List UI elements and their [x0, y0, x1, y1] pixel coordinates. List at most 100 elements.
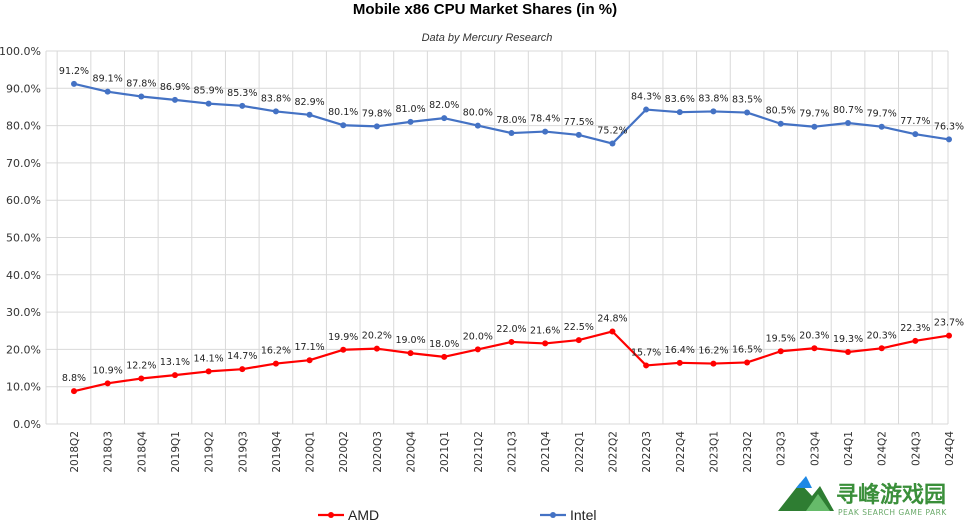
data-point-intel[interactable] — [744, 109, 751, 116]
data-point-amd[interactable] — [474, 346, 481, 353]
x-tick-label: 2022Q4 — [675, 431, 687, 473]
data-point-amd[interactable] — [373, 345, 380, 352]
data-point-intel[interactable] — [104, 88, 111, 95]
y-tick-label: 70.0% — [6, 157, 41, 170]
data-label-amd: 23.7% — [934, 318, 964, 329]
data-label-intel: 82.0% — [429, 100, 459, 111]
data-point-amd[interactable] — [239, 366, 246, 373]
data-label-amd: 16.2% — [698, 346, 728, 357]
legend-item-intel[interactable]: Intel — [540, 507, 596, 523]
legend-marker-amd — [328, 512, 334, 518]
data-point-intel[interactable] — [272, 108, 279, 115]
data-point-amd[interactable] — [272, 360, 279, 367]
y-tick-label: 10.0% — [6, 381, 41, 394]
data-point-intel[interactable] — [676, 109, 683, 116]
data-point-amd[interactable] — [306, 357, 313, 364]
data-label-amd: 12.2% — [126, 360, 156, 371]
data-label-intel: 77.7% — [900, 116, 930, 127]
data-point-intel[interactable] — [845, 119, 852, 126]
data-point-amd[interactable] — [912, 337, 919, 344]
data-label-amd: 20.3% — [799, 330, 829, 341]
legend-item-amd[interactable]: AMD — [318, 507, 379, 523]
data-point-intel[interactable] — [508, 130, 515, 137]
data-point-amd[interactable] — [777, 348, 784, 355]
data-point-amd[interactable] — [609, 328, 616, 335]
data-point-amd[interactable] — [575, 337, 582, 344]
data-point-intel[interactable] — [542, 128, 549, 135]
data-point-amd[interactable] — [340, 346, 347, 353]
data-point-intel[interactable] — [441, 115, 448, 122]
data-label-amd: 20.2% — [362, 331, 392, 342]
data-point-amd[interactable] — [407, 350, 414, 357]
data-point-amd[interactable] — [171, 372, 178, 379]
data-point-intel[interactable] — [407, 118, 414, 125]
data-point-amd[interactable] — [542, 340, 549, 347]
data-label-amd: 22.5% — [564, 322, 594, 333]
data-point-amd[interactable] — [71, 388, 77, 395]
data-label-intel: 83.8% — [698, 93, 728, 104]
data-point-intel[interactable] — [306, 111, 313, 118]
data-point-intel[interactable] — [811, 123, 818, 130]
data-point-intel[interactable] — [946, 136, 952, 143]
data-point-intel[interactable] — [912, 131, 919, 138]
data-point-intel[interactable] — [239, 102, 246, 109]
data-point-intel[interactable] — [205, 100, 212, 107]
data-point-intel[interactable] — [609, 140, 616, 147]
data-label-intel: 76.3% — [934, 121, 964, 132]
data-label-intel: 84.3% — [631, 92, 661, 103]
data-label-intel: 91.2% — [59, 66, 89, 77]
data-label-intel: 89.1% — [93, 74, 123, 85]
data-point-intel[interactable] — [340, 122, 347, 129]
gridlines — [45, 50, 949, 425]
data-point-amd[interactable] — [845, 349, 852, 356]
data-label-amd: 18.0% — [429, 339, 459, 350]
x-tick-label: 024Q4 — [944, 431, 956, 466]
data-point-amd[interactable] — [508, 338, 515, 345]
y-tick-label: 90.0% — [6, 82, 41, 95]
data-point-amd[interactable] — [744, 359, 751, 366]
data-labels: 91.2%89.1% 87.8% 86.9% 85.9% 85.3%83.8% 82.9%… — [59, 66, 964, 384]
data-point-amd[interactable] — [205, 368, 212, 375]
data-point-amd[interactable] — [643, 362, 650, 369]
data-point-intel[interactable] — [474, 122, 481, 129]
data-label-amd: 15.7% — [631, 347, 661, 358]
x-tick-label: 2023Q1 — [708, 431, 720, 473]
data-label-amd: 19.5% — [766, 333, 796, 344]
data-point-intel[interactable] — [643, 106, 650, 113]
data-point-intel[interactable] — [71, 80, 77, 87]
x-tick-label: 2018Q4 — [136, 431, 148, 473]
data-point-amd[interactable] — [878, 345, 885, 352]
data-point-amd[interactable] — [676, 359, 683, 366]
y-axis-ticks: 0.0% 10.0% 20.0% 30.0% 40.0% 50.0% 60.0% 70.0% 8… — [0, 45, 41, 431]
x-tick-label: 023Q3 — [776, 431, 788, 466]
data-label-amd: 13.1% — [160, 357, 190, 368]
data-point-amd[interactable] — [441, 353, 448, 360]
x-tick-label: 2023Q2 — [742, 431, 754, 473]
data-point-intel[interactable] — [777, 120, 784, 127]
data-label-intel: 80.1% — [328, 107, 358, 118]
data-point-intel[interactable] — [878, 123, 885, 130]
data-point-amd[interactable] — [710, 360, 717, 367]
data-point-intel[interactable] — [373, 123, 380, 130]
data-point-intel[interactable] — [171, 96, 178, 103]
data-point-amd[interactable] — [104, 380, 111, 387]
data-point-intel[interactable] — [138, 93, 145, 100]
data-point-amd[interactable] — [138, 375, 145, 382]
data-point-amd[interactable] — [946, 332, 952, 339]
data-label-amd: 22.3% — [900, 323, 930, 334]
x-axis-ticks: 2018Q2 2018Q3 2018Q4 2019Q1 2019Q2 2019Q3 2019… — [69, 431, 956, 473]
data-label-intel: 77.5% — [564, 117, 594, 128]
data-point-intel[interactable] — [710, 108, 717, 115]
x-tick-label: 024Q3 — [910, 431, 922, 466]
chart-subtitle: Data by Mercury Research — [422, 32, 553, 44]
data-point-intel[interactable] — [575, 131, 582, 138]
x-tick-label: 2021Q4 — [540, 431, 552, 473]
data-label-amd: 19.9% — [328, 332, 358, 343]
data-label-intel: 78.4% — [530, 114, 560, 125]
y-tick-label: 0.0% — [13, 418, 41, 431]
legend: AMD Intel — [318, 507, 596, 523]
x-tick-label: 2018Q2 — [69, 431, 81, 473]
x-tick-label: 2022Q1 — [574, 431, 586, 473]
x-tick-label: 024Q1 — [843, 431, 855, 466]
data-point-amd[interactable] — [811, 345, 818, 352]
